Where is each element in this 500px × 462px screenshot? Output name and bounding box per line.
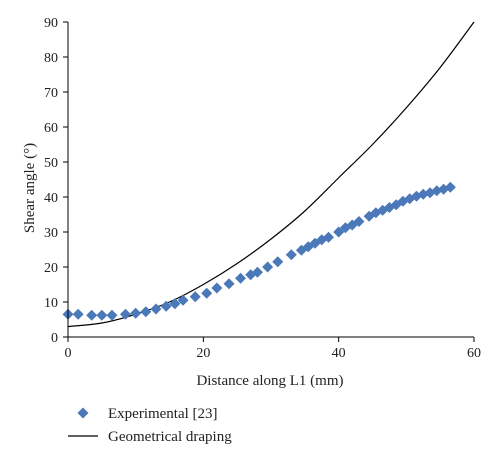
axes: 0 10 20 30 40 50 60 70 80 90 0 20 40 60 xyxy=(44,16,481,361)
experimental-point xyxy=(120,308,132,320)
experimental-point xyxy=(223,278,235,290)
experimental-point xyxy=(72,308,84,320)
y-tick-label: 20 xyxy=(44,261,58,276)
marker-series-layer xyxy=(62,181,456,321)
y-tick-label: 60 xyxy=(44,121,58,136)
x-tick-label: 60 xyxy=(467,346,481,361)
experimental-point xyxy=(272,256,284,268)
experimental-point xyxy=(130,307,142,319)
y-tick-label: 90 xyxy=(44,16,58,31)
experimental-point xyxy=(169,298,181,310)
experimental-point xyxy=(211,282,223,294)
experimental-point xyxy=(150,303,162,315)
experimental-point xyxy=(323,231,335,243)
y-tick-label: 70 xyxy=(44,86,58,101)
x-tick-label: 40 xyxy=(332,346,346,361)
line-series-layer xyxy=(67,21,475,328)
experimental-point xyxy=(96,309,108,321)
y-tick-label: 30 xyxy=(44,226,58,241)
experimental-point xyxy=(86,309,98,321)
x-tick-label: 0 xyxy=(65,346,72,361)
plot-area xyxy=(62,21,475,328)
x-tick-label: 20 xyxy=(196,346,210,361)
y-tick-label: 50 xyxy=(44,156,58,171)
experimental-point xyxy=(353,216,365,227)
experimental-point xyxy=(160,300,172,312)
experimental-point xyxy=(235,272,247,284)
experimental-point xyxy=(189,291,201,303)
legend-label: Experimental [23] xyxy=(108,406,218,422)
x-axis-title: Distance along L1 (mm) xyxy=(196,373,343,389)
experimental-point xyxy=(262,261,274,273)
y-tick-label: 10 xyxy=(44,296,58,311)
experimental-point xyxy=(251,266,263,278)
experimental-point xyxy=(201,287,213,299)
experimental-point xyxy=(140,306,152,318)
legend-diamond-swatch xyxy=(77,407,89,419)
y-tick-label: 0 xyxy=(51,331,58,346)
experimental-point xyxy=(106,309,118,321)
legend-label: Geometrical draping xyxy=(108,429,232,445)
y-tick-label: 40 xyxy=(44,191,58,206)
legend: Experimental [23] Geometrical draping xyxy=(68,406,232,445)
experimental-point xyxy=(245,269,257,281)
experimental-point xyxy=(285,249,297,261)
y-tick-label: 80 xyxy=(44,51,58,66)
experimental-point xyxy=(177,294,189,306)
y-axis-title: Shear angle (°) xyxy=(22,143,38,233)
experimental-point xyxy=(444,181,456,193)
geometrical-draping-line xyxy=(67,21,475,328)
